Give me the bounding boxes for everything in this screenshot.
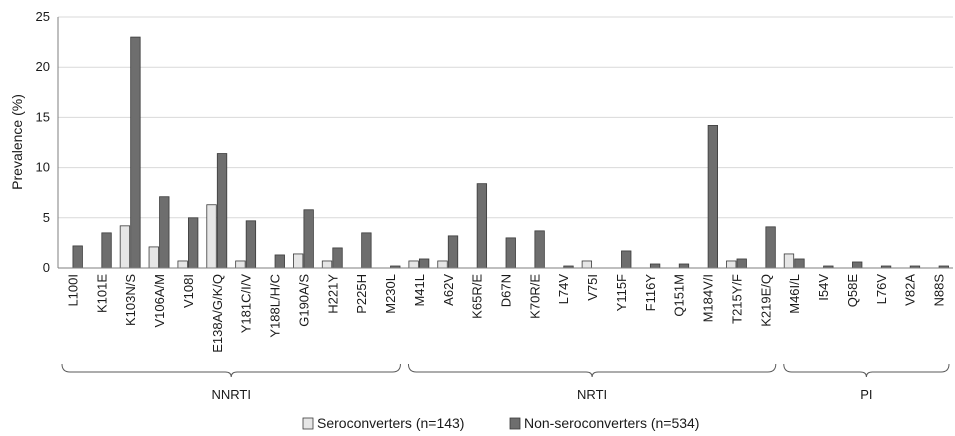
- y-tick-label: 25: [36, 9, 50, 24]
- bar-seroconverters: [235, 260, 246, 269]
- y-axis-title: Prevalence (%): [9, 94, 25, 190]
- x-tick-label: E138A/G/K/Q: [210, 274, 225, 353]
- drug-class-groups: NNRTI NRTI PI: [61, 363, 950, 402]
- bar-seroconverters: [437, 260, 448, 269]
- group-brace: [407, 363, 777, 378]
- bar-non-seroconverters: [534, 230, 545, 269]
- bar-non-seroconverters: [765, 226, 776, 269]
- bar-non-seroconverters: [130, 36, 141, 269]
- x-tick-label: V75I: [585, 274, 600, 301]
- x-tick-label: M184V/I: [701, 274, 716, 322]
- bar-non-seroconverters: [303, 209, 314, 269]
- x-tick-label: Y188L/H/C: [268, 274, 283, 338]
- legend-swatch-non-seroconverters: [509, 417, 521, 430]
- y-tick-label: 20: [36, 59, 50, 74]
- x-tick-label: T215Y/F: [729, 274, 744, 324]
- x-tick-label: V82A: [903, 274, 918, 306]
- bar-non-seroconverters: [621, 250, 632, 269]
- y-tick-label: 0: [43, 260, 50, 275]
- bar-seroconverters: [783, 253, 795, 269]
- bar-non-seroconverters: [101, 232, 112, 269]
- bar-non-seroconverters: [736, 258, 747, 269]
- bar-seroconverters: [177, 260, 188, 269]
- y-tick-label: 15: [36, 109, 50, 124]
- bar-non-seroconverters: [418, 258, 430, 269]
- bar-non-seroconverters: [332, 247, 343, 269]
- bar-non-seroconverters: [649, 263, 661, 269]
- bar-non-seroconverters: [505, 237, 516, 269]
- x-tick-label: A62V: [441, 274, 456, 306]
- x-tick-label: N88S: [932, 274, 947, 307]
- x-tick-label: Y181C/I/V: [239, 274, 254, 334]
- bar-non-seroconverters: [476, 183, 488, 269]
- x-tick-label: M230L: [383, 274, 398, 314]
- bar-non-seroconverters: [794, 258, 805, 269]
- x-tick-label: K219E/Q: [758, 274, 773, 327]
- legend: Seroconverters (n=143) Non-seroconverters…: [302, 415, 699, 431]
- x-tick-label: I54V: [816, 274, 831, 301]
- x-tick-label: K70R/E: [527, 274, 542, 319]
- bar-non-seroconverters: [245, 220, 257, 269]
- bar-non-seroconverters: [361, 232, 372, 269]
- bar-seroconverters: [321, 260, 333, 269]
- x-tick-label: M41L: [412, 274, 427, 307]
- legend-swatch-seroconverters: [302, 417, 314, 430]
- x-tick-label: Y115F: [614, 274, 629, 311]
- x-axis: L100I K101E K103N/S V106A/M V108I E138A/G/K/Q…: [58, 267, 953, 353]
- bars: [72, 36, 949, 269]
- y-tick-label: 5: [43, 210, 50, 225]
- legend-label: Seroconverters (n=143): [317, 415, 464, 431]
- bar-seroconverters: [293, 253, 304, 269]
- bar-seroconverters: [206, 204, 217, 269]
- x-tick-label: F116Y: [643, 274, 658, 312]
- x-tick-label: H221Y: [325, 274, 340, 314]
- group-brace: [783, 363, 950, 378]
- bar-non-seroconverters: [447, 235, 459, 269]
- bar-non-seroconverters: [852, 261, 863, 269]
- group-label: NRTI: [577, 387, 607, 402]
- legend-label: Non-seroconverters (n=534): [524, 415, 699, 431]
- x-tick-label: K103N/S: [123, 274, 138, 326]
- bar-non-seroconverters: [274, 254, 285, 269]
- bar-non-seroconverters: [72, 245, 83, 269]
- x-tick-label: M46I/L: [787, 274, 802, 314]
- x-tick-label: Q151M: [672, 274, 687, 317]
- bar-seroconverters: [119, 225, 131, 269]
- gridlines: [58, 16, 953, 219]
- x-tick-label: Q58E: [845, 274, 860, 308]
- bar-non-seroconverters: [188, 217, 199, 269]
- x-tick-label: L100I: [65, 274, 80, 307]
- bar-non-seroconverters: [159, 196, 170, 269]
- group-label: NNRTI: [211, 387, 250, 402]
- x-tick-label: V108I: [181, 274, 196, 308]
- bar-non-seroconverters: [707, 125, 718, 269]
- y-axis: 0 5 10 15 20 25: [36, 9, 59, 275]
- bar-non-seroconverters: [216, 153, 228, 269]
- group-brace: [61, 363, 401, 378]
- x-tick-label: G190A/S: [296, 274, 311, 327]
- bar-seroconverters: [148, 246, 159, 269]
- x-tick-label: D67N: [499, 274, 514, 307]
- group-label: PI: [860, 387, 872, 402]
- bar-seroconverters: [408, 260, 419, 269]
- x-tick-label: V106A/M: [152, 274, 167, 327]
- x-tick-label: L74V: [556, 274, 571, 305]
- bar-seroconverters: [726, 260, 737, 269]
- x-tick-label: K101E: [94, 274, 109, 313]
- bar-non-seroconverters: [678, 263, 690, 269]
- x-tick-label: K65R/E: [470, 274, 485, 319]
- x-tick-label: L76V: [874, 274, 889, 305]
- y-tick-label: 10: [36, 160, 50, 175]
- bar-seroconverters: [581, 260, 593, 269]
- x-tick-label: P225H: [354, 274, 369, 314]
